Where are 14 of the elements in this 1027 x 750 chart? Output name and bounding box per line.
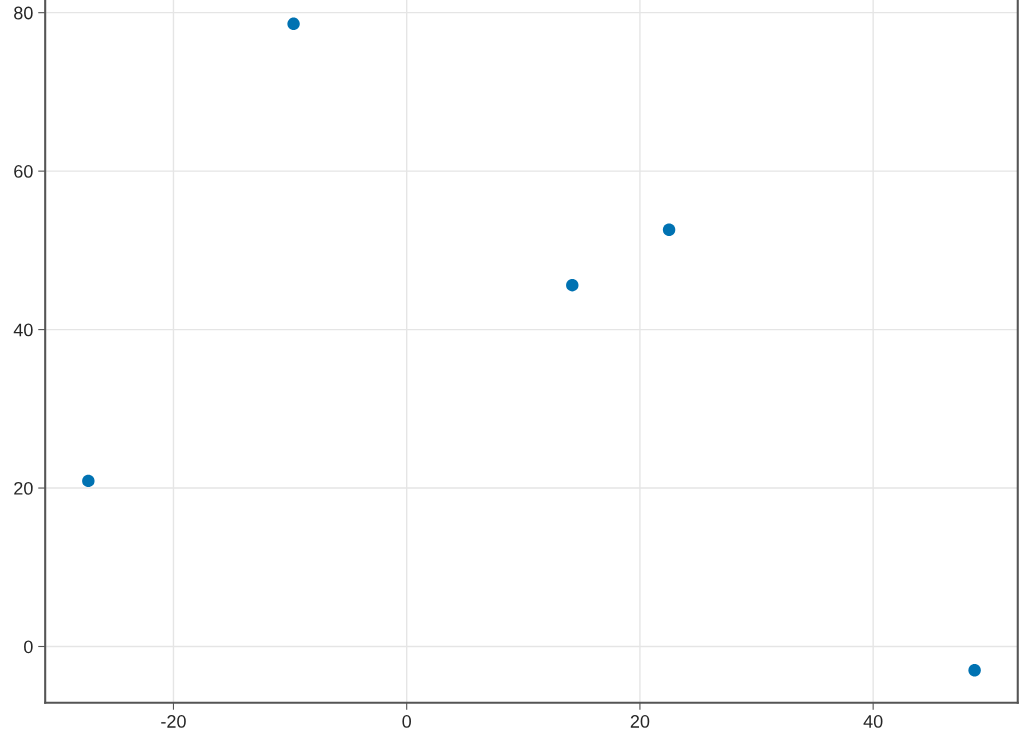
point bbox=[566, 279, 579, 292]
y-tick-label: 60 bbox=[14, 165, 33, 178]
x-tick-label: 20 bbox=[630, 715, 650, 728]
x-tick-label: 0 bbox=[402, 715, 412, 728]
point bbox=[968, 664, 981, 677]
point bbox=[82, 474, 95, 488]
point bbox=[287, 17, 300, 30]
point bbox=[662, 223, 676, 236]
y-tick-label: 40 bbox=[13, 323, 33, 337]
y-tick-label: 20 bbox=[14, 481, 33, 495]
x-tick-label: -20 bbox=[161, 715, 186, 728]
y-tick-label: 0 bbox=[24, 640, 33, 654]
y-tick-label: 80 bbox=[14, 6, 33, 20]
x-tick-label: 40 bbox=[863, 715, 883, 728]
